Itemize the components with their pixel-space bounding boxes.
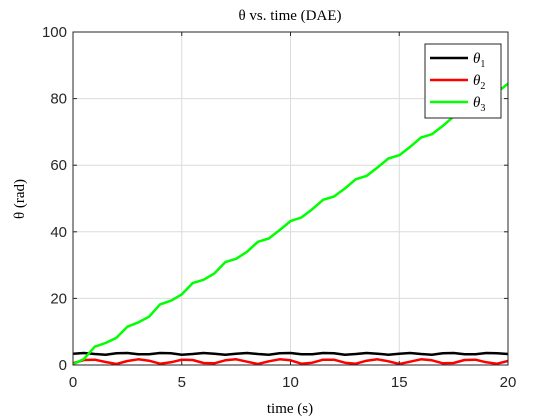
x-tick-label: 0: [69, 374, 77, 391]
x-tick-label: 20: [500, 374, 517, 391]
legend-symbol: θ: [473, 95, 481, 111]
legend-subscript: 1: [480, 59, 485, 70]
series-layer: [73, 82, 508, 365]
legend-subscript: 2: [480, 81, 485, 92]
x-tick-label: 15: [391, 374, 408, 391]
legend-label-theta-2: θ2: [473, 73, 485, 92]
legend-symbol: θ: [473, 51, 481, 67]
y-tick-label: 0: [59, 357, 67, 374]
y-axis-label: θ (rad): [12, 179, 28, 219]
x-tick-label: 5: [178, 374, 186, 391]
legend-subscript: 3: [480, 103, 485, 114]
x-tick-label: 10: [282, 374, 299, 391]
legend-label-theta-1: θ1: [473, 51, 485, 70]
ticks: 0 5 10 15 20 0 20 40 60 80 100: [42, 24, 516, 391]
legend-symbol: θ: [473, 73, 481, 89]
chart-title: θ vs. time (DAE): [238, 8, 341, 24]
series-line-theta-2: [73, 358, 508, 365]
legend-label-theta-3: θ3: [473, 95, 485, 114]
series-line-theta-1: [73, 351, 508, 356]
y-tick-label: 20: [50, 290, 67, 307]
series-line-theta-3: [73, 82, 508, 365]
y-tick-label: 40: [50, 224, 67, 241]
x-axis-label: time (s): [267, 401, 313, 417]
y-tick-label: 100: [42, 24, 67, 41]
y-tick-label: 80: [50, 91, 67, 108]
y-tick-label: 60: [50, 157, 67, 174]
